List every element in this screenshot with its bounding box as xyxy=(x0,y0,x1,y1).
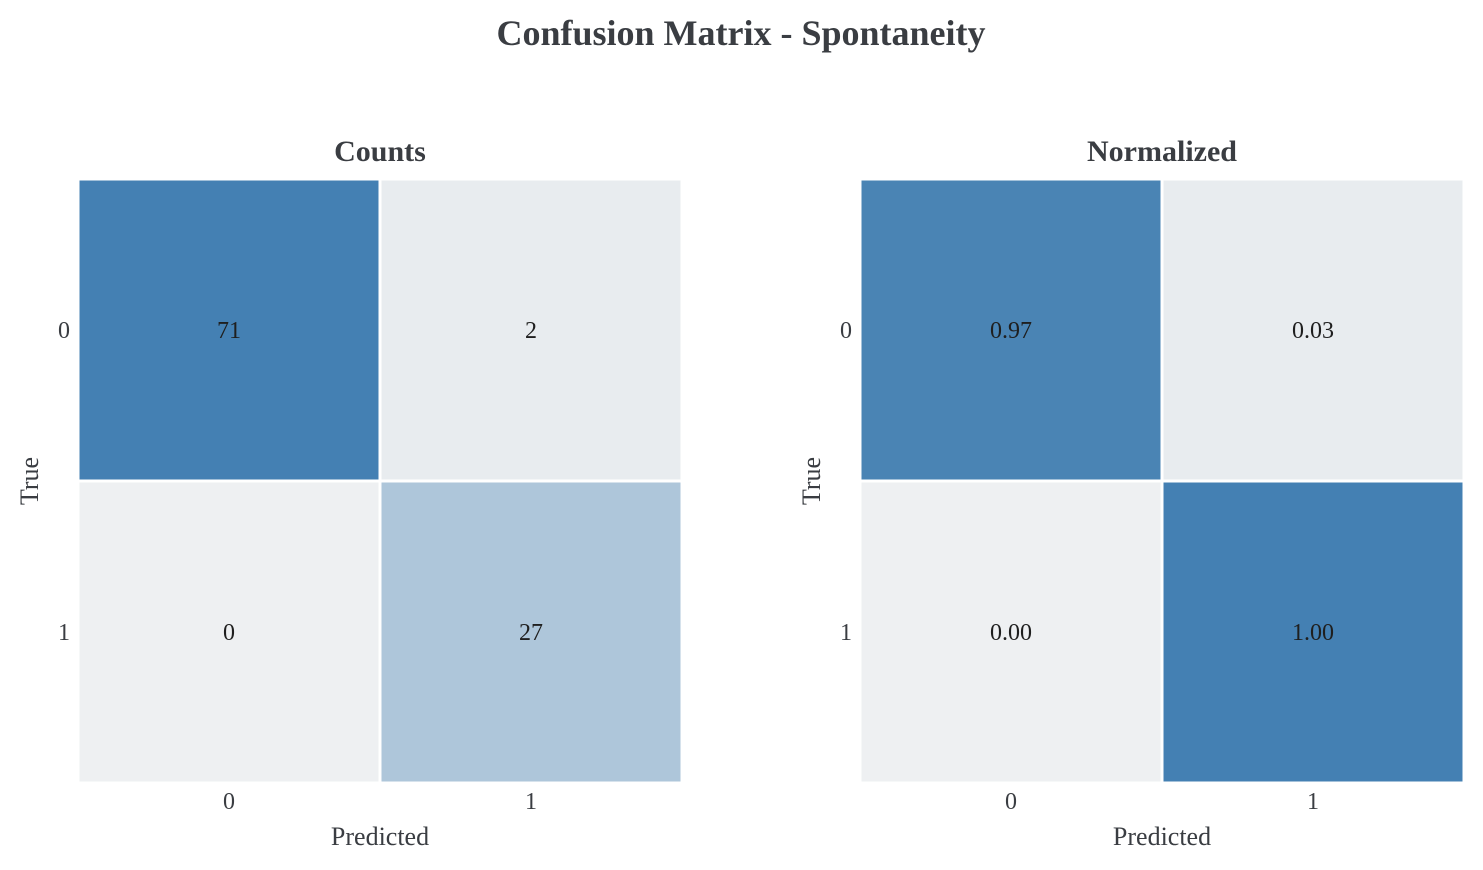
heatmap-cell-0-0 xyxy=(858,177,1164,483)
panel-title: Normalized xyxy=(1087,135,1237,168)
cell-value-label-0-1: 2 xyxy=(525,318,537,344)
y-tick-label: 1 xyxy=(840,620,852,646)
heatmap-cell-0-1 xyxy=(378,177,684,483)
y-tick-label: 0 xyxy=(58,318,70,344)
cell-value-label-0-0: 71 xyxy=(217,318,241,344)
x-tick-label: 1 xyxy=(525,789,537,815)
heatmap-cell-1-1 xyxy=(1160,479,1466,785)
x-tick-label: 0 xyxy=(223,789,235,815)
x-tick-label: 1 xyxy=(1307,789,1319,815)
y-axis-label: True xyxy=(15,457,44,505)
panel-title: Counts xyxy=(334,135,426,168)
heatmap-cell-0-1 xyxy=(1160,177,1466,483)
figure-title: Confusion Matrix - Spontaneity xyxy=(496,13,985,53)
cell-value-label-0-0: 0.97 xyxy=(990,318,1032,344)
cell-value-label-1-1: 27 xyxy=(519,620,543,646)
x-axis-label: Predicted xyxy=(331,822,429,851)
heatmap-cell-1-1 xyxy=(378,479,684,785)
y-tick-label: 0 xyxy=(840,318,852,344)
x-axis-label: Predicted xyxy=(1113,822,1211,851)
heatmap-panel-counts: Counts 71 2 0 27 0 1 0 1 Predicted True xyxy=(15,135,684,851)
heatmap-panel-normalized: Normalized 0.97 0.03 0.00 1.00 0 1 0 1 Predicted T… xyxy=(797,135,1466,851)
heatmap-cell-1-0 xyxy=(76,479,382,785)
cell-value-label-0-1: 0.03 xyxy=(1292,318,1334,344)
heatmap-cell-0-0 xyxy=(76,177,382,483)
cell-value-label-1-0: 0 xyxy=(223,620,235,646)
y-axis-label: True xyxy=(797,457,826,505)
panels: Counts 71 2 0 27 0 1 0 1 Predicted True Normalized 0… xyxy=(15,135,1466,851)
heatmap-cell-1-0 xyxy=(858,479,1164,785)
cell-value-label-1-1: 1.00 xyxy=(1292,620,1334,646)
y-tick-label: 1 xyxy=(58,620,70,646)
x-tick-label: 0 xyxy=(1005,789,1017,815)
cell-value-label-1-0: 0.00 xyxy=(990,620,1032,646)
